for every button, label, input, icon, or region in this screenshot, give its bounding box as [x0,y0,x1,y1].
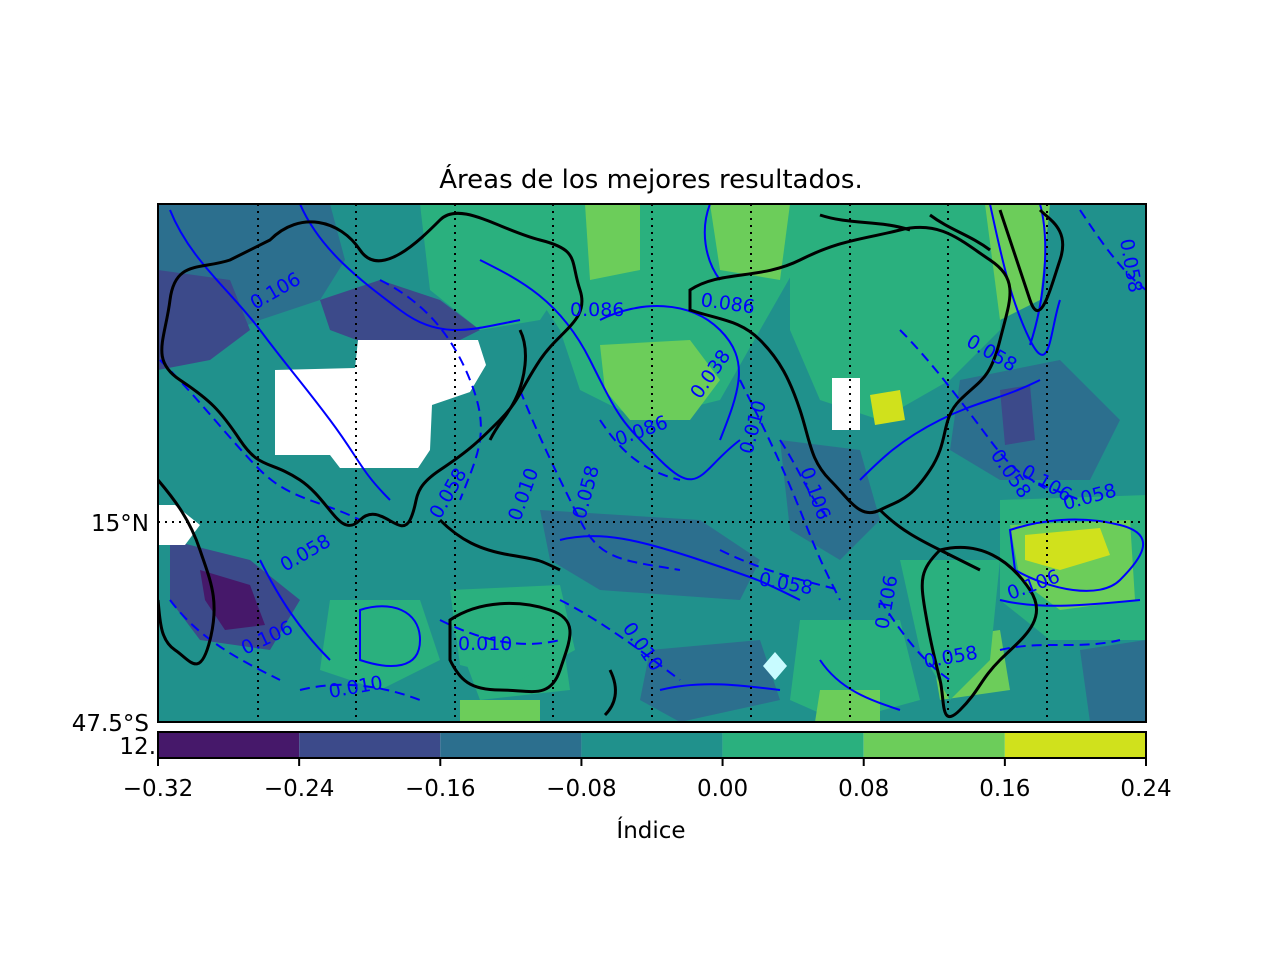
colorbar-tick-label: −0.08 [546,776,616,802]
graticule [158,204,1146,722]
contour-line [519,389,681,571]
highlight-marker [763,652,787,680]
colorbar-bins [158,732,1146,758]
colorbar: 12. −0.32 −0.24 −0.16 −0.08 0.00 0.08 0.16 0.24… [119,731,1172,844]
contour-line [859,379,1041,481]
coastline-eurasia [160,211,584,528]
colorbar-tick-label: −0.16 [405,776,475,802]
colorbar-bin [299,732,441,758]
contour-line [599,305,740,441]
contour-line [1029,204,1047,346]
coastline-greenland [998,208,1065,313]
field-patch-pacific-light [585,204,640,280]
contour-line [1008,518,1144,592]
contour-line [559,599,681,681]
missing-region-africa [158,505,200,545]
contour-line [719,549,841,591]
contour-line [559,535,801,601]
colorbar-frame [157,731,1147,759]
coastlines [158,208,1065,719]
colorbar-tick-label: 0.08 [838,776,889,802]
map-title: Áreas de los mejores resultados. [439,163,862,195]
colorbar-tick-label: −0.24 [264,776,334,802]
contour-line [999,599,1141,607]
contour-line [819,659,901,711]
contour-line [779,439,831,521]
colorbar-bin [863,732,1005,758]
field-patch-south-america [900,560,1000,700]
field-patch-south-green-3 [460,700,540,722]
coastline-new-zealand [603,669,617,717]
contour-line [259,559,331,661]
colorbar-bin [158,732,300,758]
field-patch-gulf-alaska [600,340,720,420]
contour-line [169,599,281,681]
colorbar-ticks: −0.32 −0.24 −0.16 −0.08 0.00 0.08 0.16 0.24 [123,758,1172,802]
contour-line [703,204,721,281]
map-frame [157,203,1147,723]
colorbar-tick-label: 0.16 [979,776,1030,802]
field-patch-south-green-5 [815,690,880,722]
colorbar-tick-label: 0.00 [697,776,748,802]
coastline-australia [448,602,572,694]
contour-lines [169,204,1144,711]
colorbar-tick-label: −0.32 [123,776,193,802]
contour-line [169,209,391,501]
contour-line [359,605,422,667]
coastline-indonesia [438,518,561,572]
field-patch-pacific-light-2 [710,204,790,280]
field-patch-equatorial-pacific [540,510,760,600]
field-patch-great-lakes [870,390,905,425]
field-patch-north-america [790,204,1010,420]
field-patch-indian-deep [200,570,265,630]
missing-region-rockies [832,378,860,430]
field-patch-tropical-atlantic-max [1025,528,1110,570]
contour-line [989,204,1061,356]
contour-line [899,329,1081,501]
coastline-north-america [688,225,1012,515]
contour-line [599,419,681,481]
field-patch-south-dark-2 [1080,640,1146,722]
colorbar-side-label: 12. [119,734,156,760]
contour-line [479,259,741,481]
contour-line [159,359,361,521]
field-patch-south-green-1 [320,600,440,690]
contour-line [299,204,521,331]
colorbar-bin [440,732,582,758]
contour-line [379,279,482,501]
contour-label: 0.010 [458,633,512,655]
lat-label-15n: 15°N [91,511,149,537]
field-patch-siberia [320,280,480,350]
colorbar-bin [1004,732,1146,758]
coastline-arctic-islands [819,213,991,252]
contour-line [659,683,781,691]
field-patches [158,204,1146,722]
map-panel: 0.086 0.086 0.038 0.086 0.010 0.058 0.01… [158,204,1146,722]
colorbar-bin [722,732,864,758]
field-patch-asia-green [420,204,580,330]
contour-line [739,379,841,601]
field-patch-east-pacific [780,440,880,560]
coastline-africa [158,479,216,666]
colorbar-bin [581,732,723,758]
field-patch-atlantic-deep [1000,385,1035,445]
field-patch-nw-deep [158,270,250,370]
lat-label-47-5s: 47.5°S [72,711,149,737]
field-patch-atlantic-dark [950,360,1120,480]
coastline-south-america [920,545,1038,719]
contour-line [879,599,951,681]
contour-label: 0.086 [570,299,624,321]
missing-region-central-asia [275,340,486,468]
coastline-japan [488,329,527,441]
missing-data-regions [158,340,860,545]
colorbar-tick-label: 0.24 [1120,776,1171,802]
contour-line [1079,209,1146,291]
field-patch-south-dark-1 [640,640,780,722]
colorbar-label: Índice [616,816,685,844]
contour-lines-dashed [159,209,1146,701]
